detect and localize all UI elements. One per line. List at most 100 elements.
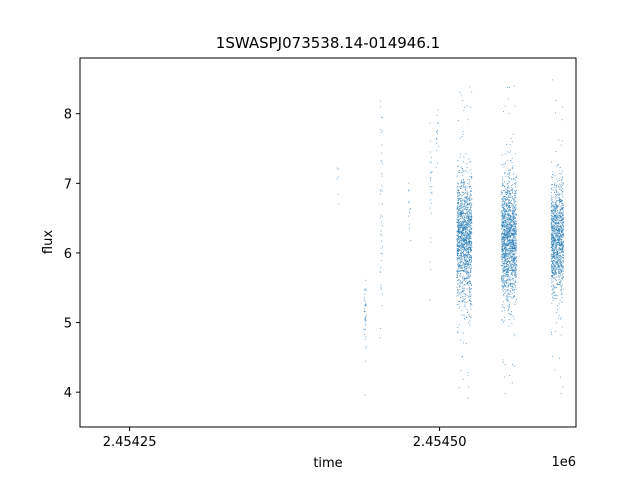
data-point <box>556 264 558 266</box>
data-point <box>504 283 505 285</box>
data-point <box>502 230 504 232</box>
data-point <box>504 393 506 395</box>
data-point <box>505 218 506 220</box>
data-point <box>502 182 504 183</box>
data-point <box>506 249 508 250</box>
data-point <box>513 222 515 224</box>
data-point <box>560 270 562 272</box>
data-point <box>503 245 505 247</box>
data-point <box>504 237 506 239</box>
data-point <box>462 131 464 133</box>
data-point <box>511 239 513 241</box>
data-point <box>457 200 459 202</box>
data-point <box>462 204 464 206</box>
data-point <box>504 251 506 253</box>
data-point <box>558 268 560 270</box>
data-point <box>506 213 508 215</box>
data-point <box>502 225 504 227</box>
data-point <box>554 184 556 186</box>
data-point <box>508 253 510 255</box>
data-point <box>551 267 553 269</box>
data-point <box>381 160 383 162</box>
data-point <box>461 218 463 220</box>
data-point <box>503 201 505 203</box>
data-point <box>507 285 509 287</box>
data-point <box>470 260 472 262</box>
data-point <box>464 196 466 198</box>
data-point <box>507 205 509 207</box>
data-point <box>512 246 514 248</box>
data-point <box>562 386 564 388</box>
data-point <box>462 218 464 220</box>
data-point <box>503 269 505 271</box>
data-point <box>561 278 563 280</box>
data-point <box>555 242 557 244</box>
data-point <box>508 256 510 258</box>
data-point <box>505 235 507 237</box>
data-point <box>512 249 513 251</box>
data-point <box>459 207 461 209</box>
data-point <box>469 213 471 214</box>
data-point <box>515 265 517 267</box>
data-point <box>508 325 510 327</box>
data-point <box>460 226 462 228</box>
data-point <box>468 158 470 160</box>
data-point <box>550 195 552 197</box>
data-point <box>471 221 473 223</box>
data-point <box>513 224 515 226</box>
data-point <box>553 285 555 287</box>
data-point <box>509 193 511 195</box>
data-point <box>553 274 555 276</box>
data-point <box>513 260 515 261</box>
data-point <box>462 220 464 222</box>
data-point <box>509 303 510 305</box>
data-point <box>508 206 510 208</box>
data-point <box>460 217 462 219</box>
data-point <box>503 306 504 308</box>
data-point <box>555 279 557 281</box>
data-point <box>504 213 506 215</box>
data-point <box>503 166 505 168</box>
data-point <box>562 196 564 198</box>
data-point <box>556 244 558 246</box>
data-point <box>463 244 465 246</box>
data-point <box>464 200 466 202</box>
data-point <box>463 228 465 229</box>
data-point <box>503 243 504 245</box>
data-point <box>464 265 466 266</box>
data-point <box>457 219 459 221</box>
data-point <box>468 275 470 277</box>
data-point <box>507 245 509 247</box>
data-point <box>514 250 516 252</box>
data-point <box>510 236 511 238</box>
data-point <box>515 234 517 236</box>
data-point <box>556 217 558 219</box>
data-point <box>507 215 509 217</box>
data-point <box>559 212 561 214</box>
data-point <box>466 248 468 250</box>
data-point <box>553 223 555 225</box>
data-point <box>459 282 461 284</box>
data-point <box>513 290 515 292</box>
data-point <box>512 213 514 215</box>
data-point <box>514 207 515 209</box>
data-point <box>555 242 557 244</box>
data-point <box>507 219 509 221</box>
data-point <box>502 265 504 267</box>
data-point <box>503 321 505 323</box>
data-point <box>509 208 511 210</box>
data-point <box>510 260 511 262</box>
data-point <box>470 243 472 245</box>
data-point <box>460 204 462 206</box>
data-point <box>466 283 468 285</box>
data-point <box>467 246 469 248</box>
data-point <box>460 245 462 247</box>
data-point <box>380 100 382 102</box>
data-point <box>502 251 504 253</box>
data-point <box>557 250 559 252</box>
y-tick-label: 4 <box>64 386 72 401</box>
data-point <box>465 253 467 255</box>
data-point <box>510 192 512 194</box>
data-point <box>467 186 469 188</box>
data-point <box>408 215 410 217</box>
